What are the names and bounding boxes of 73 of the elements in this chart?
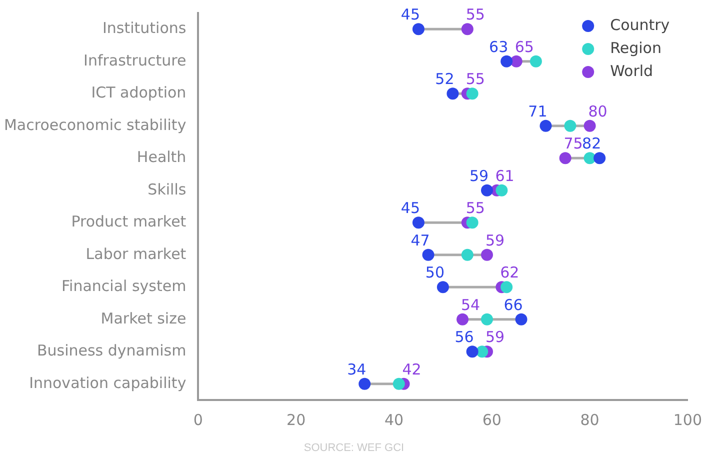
data-label: 75 — [564, 134, 583, 153]
data-label: 66 — [504, 296, 523, 314]
data-label: 59 — [469, 166, 489, 185]
data-label: 63 — [489, 38, 508, 56]
point — [500, 55, 513, 68]
data-label: 55 — [466, 70, 485, 88]
y-tick-label: Health — [136, 148, 186, 166]
x-tick-label: 0 — [193, 410, 203, 429]
point — [564, 120, 576, 132]
data-label: 62 — [500, 264, 520, 282]
x-tick-label: 40 — [384, 410, 404, 429]
point — [358, 378, 371, 390]
point — [412, 216, 424, 229]
y-tick-label: Skills — [148, 180, 186, 198]
data-label: 80 — [588, 102, 608, 120]
data-label: 45 — [400, 6, 420, 24]
point — [466, 346, 478, 358]
point — [412, 23, 424, 36]
data-label: 34 — [347, 360, 366, 378]
point — [436, 281, 449, 294]
point — [466, 88, 478, 100]
point — [456, 313, 469, 326]
point — [461, 23, 474, 36]
data-label: 42 — [402, 360, 422, 378]
y-tick-label: Financial system — [62, 277, 186, 296]
y-tick-label: Institutions — [102, 19, 186, 38]
legend-label: World — [610, 62, 654, 80]
point — [559, 152, 572, 164]
x-tick-label: 60 — [482, 410, 502, 429]
data-label: 65 — [514, 38, 534, 56]
data-label: 55 — [466, 6, 485, 24]
point — [500, 281, 513, 294]
legend-label: Region — [610, 38, 662, 57]
x-tick-label: 80 — [580, 410, 600, 429]
point — [515, 313, 528, 326]
data-label: 59 — [485, 231, 505, 250]
point — [496, 184, 508, 196]
data-label: 54 — [460, 296, 480, 314]
y-tick-label: Business dynamism — [36, 342, 186, 360]
point — [466, 216, 478, 229]
point — [446, 88, 459, 100]
data-label: 47 — [410, 231, 430, 250]
point — [461, 248, 474, 261]
y-tick-label: Innovation capability — [29, 374, 186, 392]
data-label: 71 — [528, 102, 548, 120]
point — [510, 55, 522, 68]
point — [392, 378, 405, 390]
legend-label: Country — [610, 16, 670, 34]
y-tick-label: ICT adoption — [91, 84, 186, 102]
point — [530, 55, 542, 68]
point — [480, 184, 493, 196]
y-tick-label: Infrastructure — [84, 51, 186, 70]
x-tick-label: 20 — [286, 410, 306, 429]
data-label: 82 — [582, 134, 602, 153]
data-label: 56 — [454, 328, 474, 346]
y-tick-label: Market size — [100, 309, 186, 328]
point — [584, 120, 596, 132]
point — [480, 248, 493, 261]
point — [540, 120, 552, 132]
y-tick-label: Product market — [71, 212, 186, 231]
y-tick-label: Macroeconomic stability — [4, 116, 186, 134]
x-tick-label: 100 — [673, 410, 702, 429]
data-label: 45 — [400, 199, 420, 218]
point — [422, 248, 434, 261]
point — [476, 346, 488, 358]
point — [480, 313, 493, 326]
y-tick-label: Labor market — [86, 244, 186, 263]
data-label: 52 — [435, 70, 454, 88]
data-label: 55 — [466, 199, 485, 218]
point — [594, 152, 606, 164]
data-label: 59 — [485, 328, 505, 346]
data-label: 50 — [425, 264, 444, 282]
data-label: 61 — [495, 166, 514, 185]
